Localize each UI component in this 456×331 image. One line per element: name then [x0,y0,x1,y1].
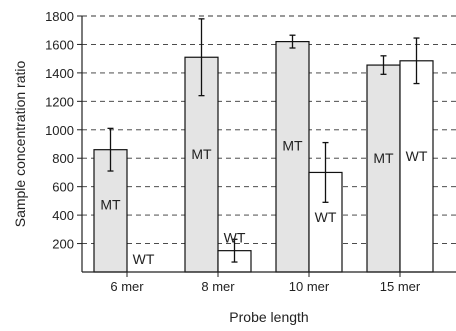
bar-mt [275,40,310,273]
x-tick-label: 6 mer [110,279,144,294]
bar-label-mt: MT [282,137,303,153]
bar-label-wt: WT [406,148,428,164]
y-tick-label: 600 [52,180,74,195]
y-tick-label: 1000 [45,123,74,138]
x-tick-label: 15 mer [380,279,421,294]
axes [81,16,456,273]
bar-label-mt: MT [100,197,121,213]
y-tick-label: 800 [52,151,74,166]
y-tick-label: 1600 [45,37,74,52]
y-tick-label: 1200 [45,94,74,109]
y-tick-label: 400 [52,208,74,223]
bar-label-mt: MT [191,146,212,162]
bars: MT WT MT WT MT WT MT WT [93,18,434,273]
bar-mt [366,64,401,273]
bar-wt [399,60,434,273]
bar-label-wt: WT [315,209,337,225]
y-tick-label: 1400 [45,66,74,81]
bar-label-mt: MT [373,150,394,166]
x-tick-labels: 6 mer 8 mer 10 mer 15 mer [110,272,421,294]
y-tick-labels: 200 400 600 800 1000 1200 1400 1600 1800 [45,9,82,252]
bar-label-wt: WT [224,230,246,246]
y-tick-label: 1800 [45,9,74,24]
bar-label-wt: WT [133,251,155,267]
x-tick-label: 10 mer [289,279,330,294]
y-axis-title: Sample concentration ratio [12,61,28,228]
x-axis-title: Probe length [229,309,308,325]
y-tick-label: 200 [52,237,74,252]
x-tick-label: 8 mer [201,279,235,294]
